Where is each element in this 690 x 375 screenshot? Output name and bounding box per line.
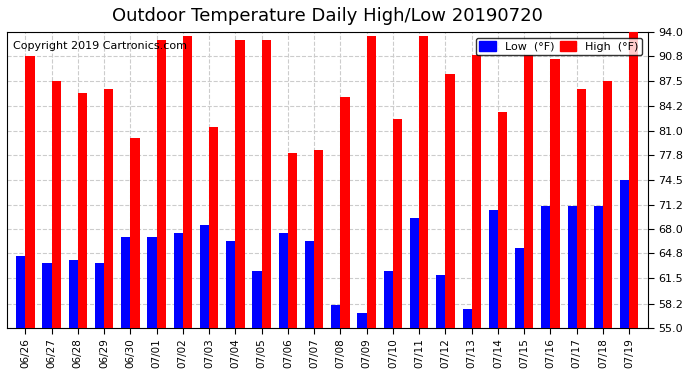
Bar: [489, 210, 498, 375]
Bar: [472, 55, 481, 375]
Bar: [148, 237, 157, 375]
Bar: [541, 207, 551, 375]
Bar: [524, 55, 533, 375]
Bar: [235, 40, 244, 375]
Bar: [436, 275, 446, 375]
Bar: [279, 233, 288, 375]
Legend: Low  (°F), High  (°F): Low (°F), High (°F): [476, 38, 642, 55]
Bar: [629, 32, 638, 375]
Bar: [498, 112, 507, 375]
Bar: [95, 263, 104, 375]
Bar: [157, 40, 166, 375]
Bar: [130, 138, 139, 375]
Title: Outdoor Temperature Daily High/Low 20190720: Outdoor Temperature Daily High/Low 20190…: [112, 7, 543, 25]
Bar: [16, 256, 26, 375]
Bar: [340, 96, 350, 375]
Bar: [209, 127, 218, 375]
Bar: [42, 263, 52, 375]
Bar: [226, 241, 235, 375]
Bar: [68, 260, 78, 375]
Bar: [446, 74, 455, 375]
Bar: [410, 218, 420, 375]
Bar: [52, 81, 61, 375]
Bar: [331, 305, 340, 375]
Bar: [384, 271, 393, 375]
Bar: [200, 225, 209, 375]
Bar: [183, 36, 192, 375]
Bar: [262, 40, 271, 375]
Bar: [314, 150, 324, 375]
Bar: [577, 89, 586, 375]
Bar: [174, 233, 183, 375]
Bar: [594, 207, 603, 375]
Bar: [78, 93, 87, 375]
Bar: [393, 119, 402, 375]
Bar: [420, 36, 428, 375]
Bar: [253, 271, 262, 375]
Bar: [26, 56, 34, 375]
Bar: [357, 313, 366, 375]
Bar: [603, 81, 612, 375]
Text: Copyright 2019 Cartronics.com: Copyright 2019 Cartronics.com: [13, 41, 188, 51]
Bar: [104, 89, 113, 375]
Bar: [620, 180, 629, 375]
Bar: [551, 58, 560, 375]
Bar: [515, 248, 524, 375]
Bar: [288, 153, 297, 375]
Bar: [366, 36, 376, 375]
Bar: [305, 241, 314, 375]
Bar: [462, 309, 472, 375]
Bar: [568, 207, 577, 375]
Bar: [121, 237, 130, 375]
